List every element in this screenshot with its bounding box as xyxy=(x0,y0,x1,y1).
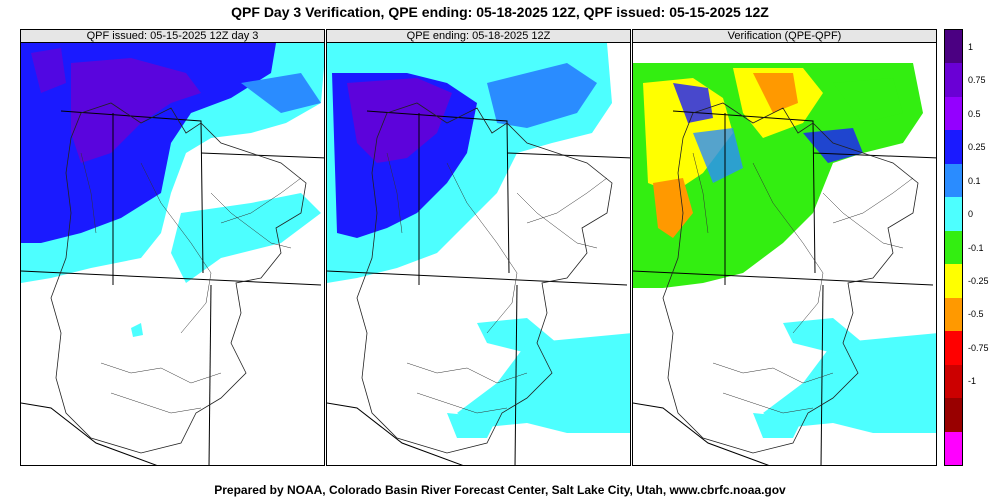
legend-swatch xyxy=(945,364,962,399)
qpe-state-boundaries xyxy=(327,110,630,465)
qpe-map xyxy=(327,43,630,465)
qpf-rivers xyxy=(80,152,302,414)
qpf-precip-field xyxy=(21,43,324,337)
qpf-basin-outline xyxy=(50,102,307,454)
qpe-precip-field xyxy=(327,43,630,438)
legend-label: -1 xyxy=(968,376,977,387)
verification-panel: Verification (QPE-QPF) xyxy=(632,29,937,466)
color-legend xyxy=(944,29,963,466)
qpe-panel: QPE ending: 05-18-2025 12Z xyxy=(326,29,631,466)
legend-label: 1 xyxy=(968,41,974,52)
legend-swatch xyxy=(945,398,962,433)
legend-swatch xyxy=(945,197,962,232)
legend-label: 0.25 xyxy=(968,142,986,153)
qpe-rivers xyxy=(386,152,608,414)
map-title: QPF Day 3 Verification, QPE ending: 05-1… xyxy=(231,4,769,20)
verification-state-boundaries xyxy=(633,110,936,465)
footer-credit: Prepared by NOAA, Colorado Basin River F… xyxy=(214,483,786,497)
legend-swatch xyxy=(945,264,962,299)
legend-swatch xyxy=(945,230,962,265)
legend-swatch xyxy=(945,63,962,98)
legend-swatch xyxy=(945,297,962,332)
verification-basin-outline xyxy=(662,102,919,454)
legend-swatch xyxy=(945,130,962,165)
legend-label: 0.75 xyxy=(968,75,986,86)
qpf-map xyxy=(21,43,324,465)
legend-label: 0.1 xyxy=(968,175,981,186)
legend-swatch xyxy=(945,331,962,366)
qpf-panel-label: QPF issued: 05-15-2025 12Z day 3 xyxy=(21,30,324,43)
legend-label: -0.5 xyxy=(968,309,984,320)
legend-swatch xyxy=(945,96,962,131)
qpf-panel: QPF issued: 05-15-2025 12Z day 3 xyxy=(20,29,325,466)
legend-swatch xyxy=(945,431,962,466)
legend-label: -0.25 xyxy=(968,275,989,286)
legend-label: -0.1 xyxy=(968,242,984,253)
qpf-state-boundaries xyxy=(21,110,324,465)
qpe-basin-outline xyxy=(356,102,613,454)
verification-map xyxy=(633,63,936,465)
qpe-panel-label: QPE ending: 05-18-2025 12Z xyxy=(327,30,630,43)
legend-label: -0.75 xyxy=(968,342,989,353)
verification-rivers xyxy=(692,152,914,414)
legend-swatch xyxy=(945,163,962,198)
legend-swatch xyxy=(945,30,962,64)
legend-label: 0 xyxy=(968,209,974,220)
legend-label: 0.5 xyxy=(968,108,981,119)
verification-panel-label: Verification (QPE-QPF) xyxy=(633,30,936,43)
